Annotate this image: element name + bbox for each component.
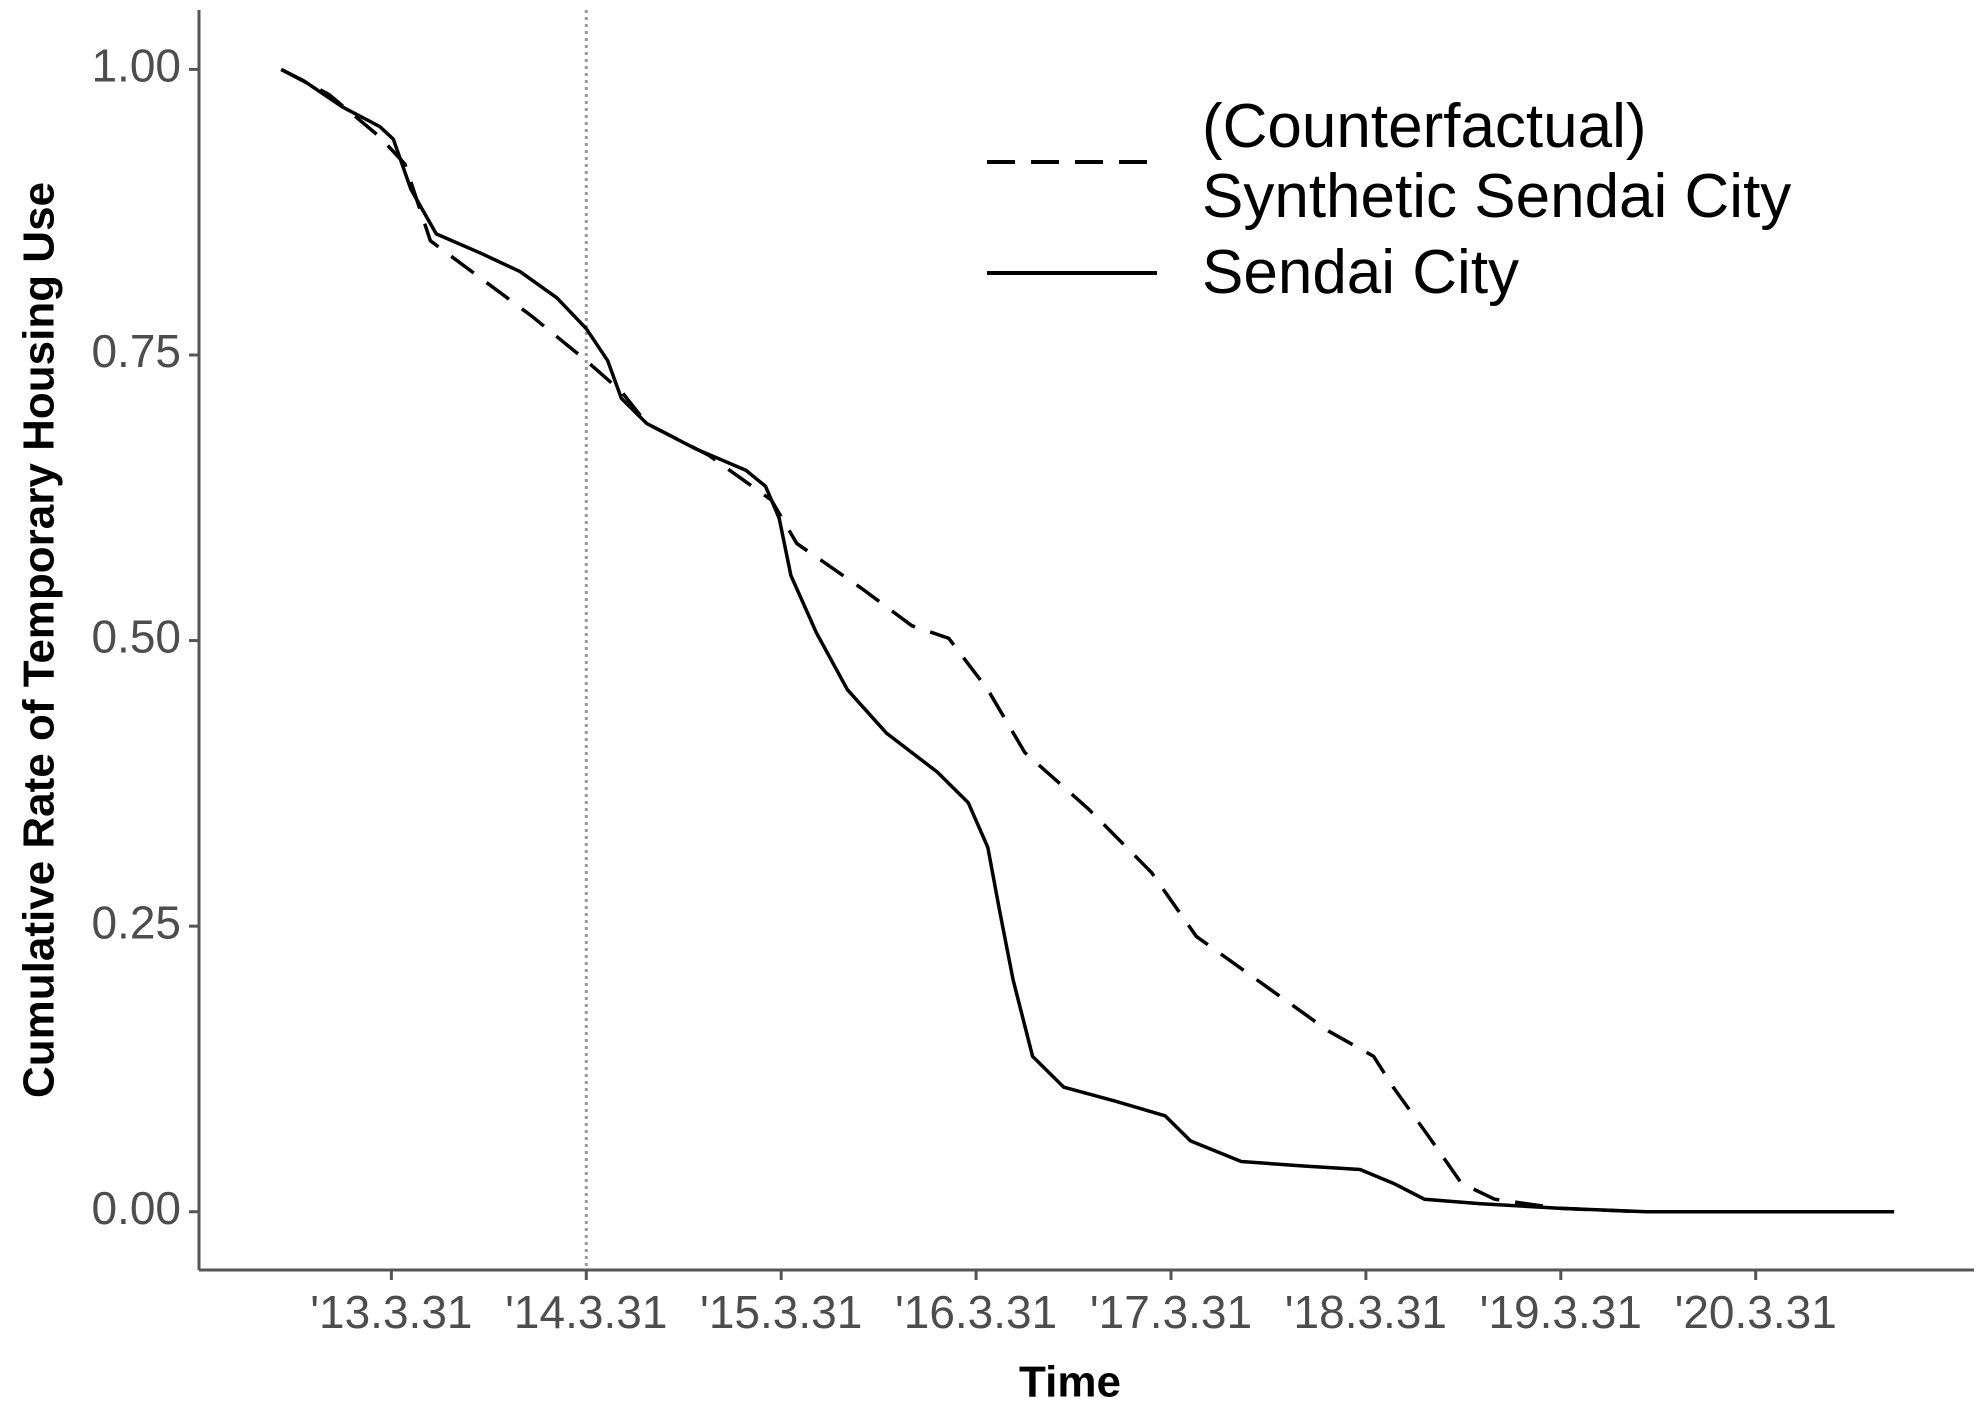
x-tick-label: '16.3.31 <box>895 1286 1057 1338</box>
y-tick-label: 0.00 <box>91 1182 181 1234</box>
y-tick-label: 1.00 <box>91 40 181 92</box>
y-axis-title: Cumulative Rate of Temporary Housing Use <box>15 182 64 1098</box>
x-tick-label: '17.3.31 <box>1090 1286 1252 1338</box>
series-line <box>280 67 1895 1214</box>
x-tick-label: '19.3.31 <box>1480 1286 1642 1338</box>
x-tick-label: '18.3.31 <box>1285 1286 1447 1338</box>
series-line <box>280 67 1641 1214</box>
y-tick-label: 0.25 <box>91 896 181 948</box>
legend-label: (Counterfactual) Synthetic Sendai City <box>1202 92 1792 231</box>
x-tick-label: '14.3.31 <box>505 1286 667 1338</box>
x-axis-title: Time <box>1019 1358 1121 1407</box>
y-tick-label: 0.75 <box>91 325 181 377</box>
x-tick-label: '20.3.31 <box>1675 1286 1837 1338</box>
x-tick-label: '15.3.31 <box>700 1286 862 1338</box>
legend-label: Sendai City <box>1202 238 1520 307</box>
x-tick-label: '13.3.31 <box>310 1286 472 1338</box>
y-tick-label: 0.50 <box>91 611 181 663</box>
